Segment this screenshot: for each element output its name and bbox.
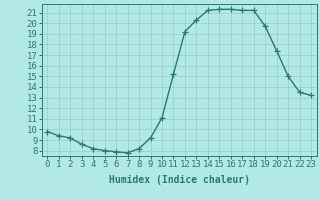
X-axis label: Humidex (Indice chaleur): Humidex (Indice chaleur) [109,175,250,185]
